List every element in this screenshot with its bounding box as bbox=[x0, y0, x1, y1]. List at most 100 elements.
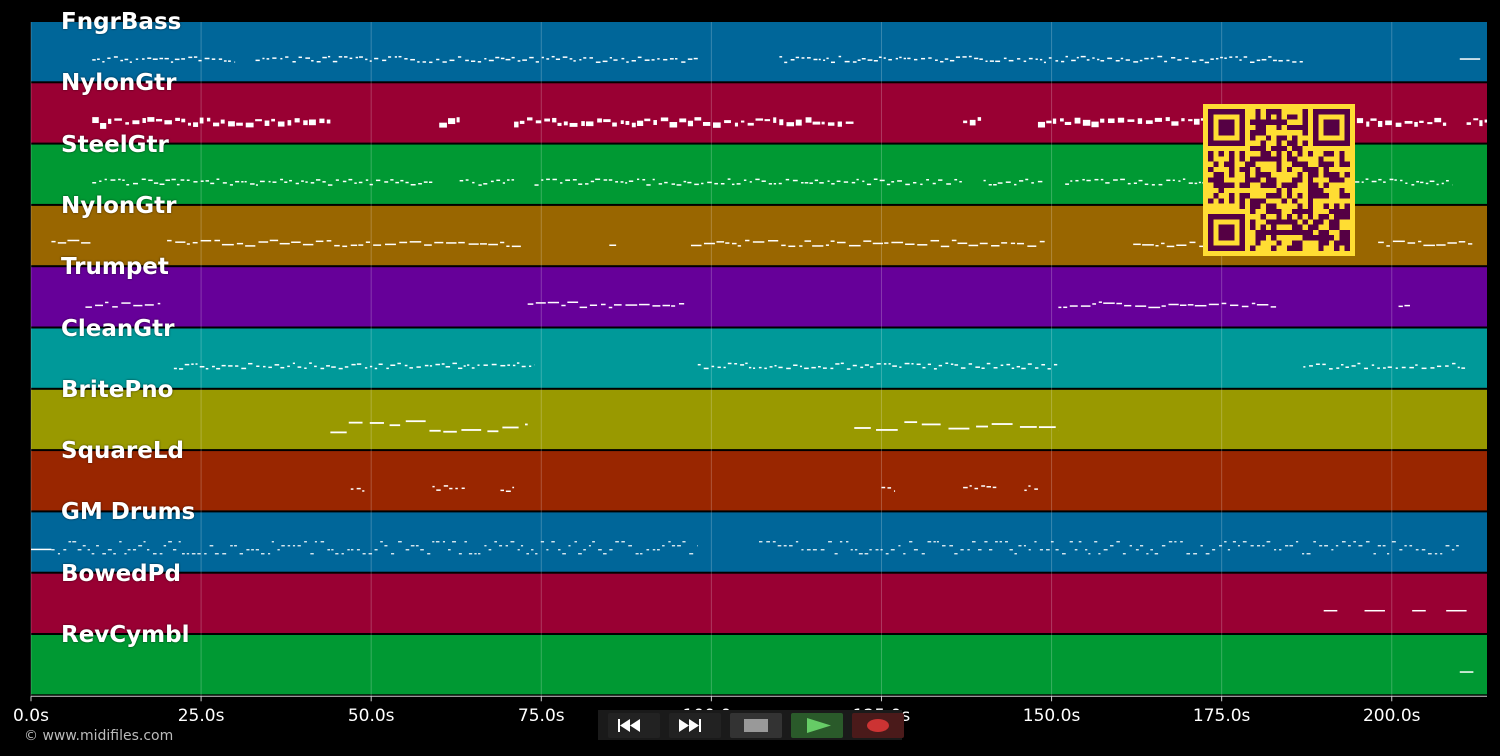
note bbox=[703, 242, 715, 245]
note bbox=[1373, 553, 1376, 555]
note bbox=[675, 58, 678, 60]
rewind-button[interactable] bbox=[608, 713, 660, 738]
note bbox=[287, 120, 292, 126]
note bbox=[850, 549, 853, 551]
note bbox=[702, 121, 711, 126]
note bbox=[999, 541, 1002, 543]
note bbox=[1391, 541, 1396, 543]
note bbox=[147, 57, 152, 59]
note bbox=[400, 179, 404, 182]
note bbox=[697, 363, 701, 366]
note bbox=[1164, 60, 1168, 63]
note bbox=[222, 553, 227, 555]
note bbox=[335, 179, 339, 181]
note bbox=[565, 179, 571, 181]
note bbox=[500, 489, 505, 492]
note bbox=[603, 119, 611, 123]
note bbox=[967, 549, 970, 551]
qr-code-icon[interactable] bbox=[1203, 104, 1355, 256]
note bbox=[579, 59, 582, 61]
note bbox=[595, 178, 601, 181]
note bbox=[338, 56, 343, 58]
note bbox=[1199, 59, 1204, 61]
play-button[interactable] bbox=[791, 713, 843, 738]
note bbox=[1382, 367, 1386, 369]
note bbox=[1235, 56, 1238, 58]
note bbox=[1189, 241, 1196, 244]
note bbox=[57, 242, 67, 244]
note bbox=[693, 57, 698, 60]
note bbox=[483, 183, 488, 185]
note bbox=[820, 549, 825, 551]
note bbox=[831, 183, 835, 185]
note bbox=[603, 179, 608, 181]
note bbox=[526, 553, 529, 555]
note bbox=[1078, 541, 1082, 543]
note bbox=[427, 553, 431, 555]
note bbox=[229, 184, 233, 186]
fast-forward-button[interactable] bbox=[669, 713, 721, 738]
note bbox=[362, 553, 366, 555]
note bbox=[389, 424, 401, 427]
note bbox=[436, 58, 440, 61]
note bbox=[173, 367, 177, 370]
note bbox=[251, 549, 254, 551]
note bbox=[456, 117, 460, 123]
note bbox=[1256, 59, 1261, 62]
note bbox=[1076, 56, 1079, 59]
note bbox=[562, 553, 566, 555]
note bbox=[801, 182, 804, 184]
note bbox=[1447, 242, 1457, 244]
note bbox=[569, 122, 578, 127]
note bbox=[768, 183, 772, 185]
note bbox=[305, 57, 311, 59]
note bbox=[837, 121, 842, 127]
note bbox=[228, 121, 235, 127]
note bbox=[99, 180, 102, 182]
note bbox=[613, 59, 618, 61]
stop-button[interactable] bbox=[730, 713, 782, 738]
note bbox=[310, 553, 314, 555]
note bbox=[236, 242, 244, 245]
note bbox=[857, 59, 861, 61]
note bbox=[397, 362, 401, 365]
note bbox=[905, 183, 910, 186]
track-label: SteelGtr bbox=[61, 131, 169, 158]
track-label: Trumpet bbox=[61, 254, 169, 281]
note bbox=[1279, 549, 1282, 551]
note bbox=[812, 245, 824, 247]
note bbox=[97, 58, 100, 60]
note bbox=[375, 179, 381, 182]
note bbox=[642, 178, 646, 181]
note bbox=[1017, 58, 1021, 60]
note bbox=[82, 545, 86, 547]
note bbox=[930, 239, 940, 242]
note bbox=[866, 183, 872, 186]
note bbox=[620, 120, 624, 124]
note bbox=[1145, 120, 1153, 124]
note bbox=[216, 178, 220, 180]
note bbox=[200, 180, 204, 182]
note bbox=[186, 243, 190, 245]
note bbox=[905, 243, 915, 245]
note bbox=[904, 362, 910, 365]
note bbox=[1097, 58, 1100, 61]
note bbox=[1365, 541, 1370, 543]
note bbox=[1150, 57, 1154, 60]
note bbox=[913, 549, 918, 551]
note bbox=[903, 57, 906, 60]
note bbox=[292, 545, 296, 547]
note bbox=[1242, 541, 1247, 543]
note bbox=[264, 120, 270, 126]
note bbox=[142, 118, 146, 123]
tick-label: 150.0s bbox=[1022, 706, 1081, 726]
record-button[interactable] bbox=[852, 713, 904, 738]
note bbox=[175, 241, 186, 243]
note bbox=[552, 117, 557, 123]
note bbox=[405, 420, 426, 423]
note bbox=[350, 488, 354, 490]
note bbox=[121, 302, 131, 304]
note bbox=[235, 180, 240, 183]
note bbox=[903, 553, 906, 555]
note bbox=[1289, 545, 1294, 547]
